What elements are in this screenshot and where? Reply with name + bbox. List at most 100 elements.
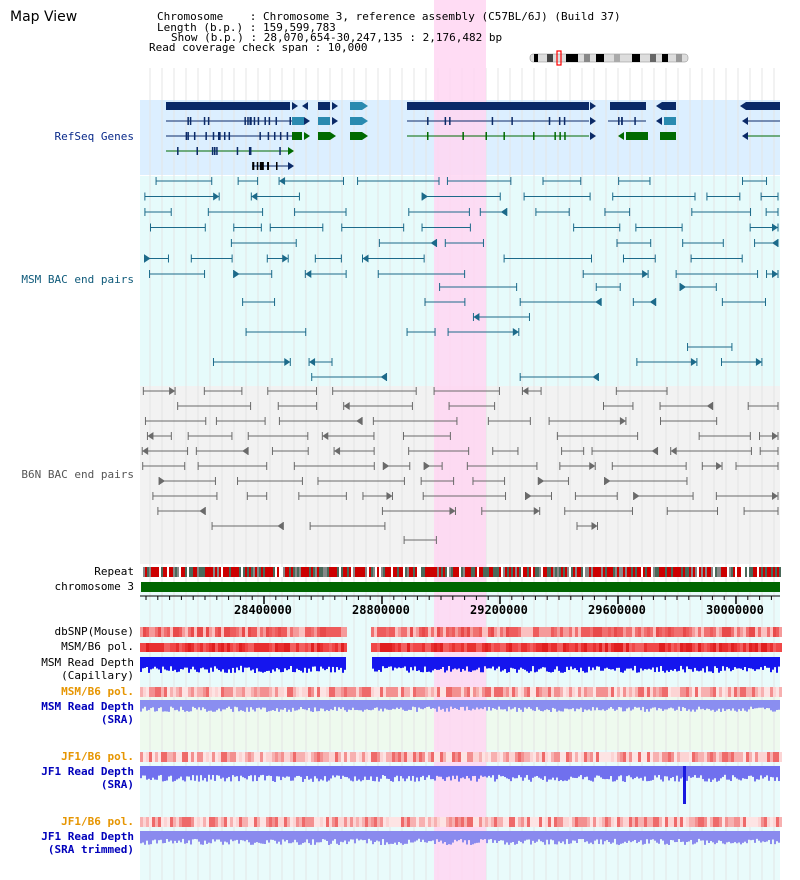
read-depth-bar — [264, 766, 266, 781]
track-label-msm-bac[interactable]: MSM BAC end pairs — [21, 273, 134, 286]
read-depth-bar — [730, 831, 732, 844]
read-depth-bar — [500, 700, 502, 710]
heat-strip-cell — [680, 752, 683, 762]
read-depth-bar — [156, 657, 158, 669]
heat-strip-cell — [722, 687, 725, 697]
read-depth-bar — [512, 766, 514, 778]
read-depth-bar — [736, 657, 738, 669]
read-depth-bar — [212, 766, 214, 775]
repeat-segment — [469, 567, 471, 577]
read-depth-bar — [466, 657, 468, 667]
heat-strip-cell — [704, 752, 707, 762]
read-depth-bar — [598, 831, 600, 844]
heat-strip-cell — [668, 752, 671, 762]
b6n-bac-pair-arrow — [533, 507, 540, 515]
read-depth-bar — [586, 700, 588, 711]
read-depth-bar — [404, 766, 406, 782]
read-depth-bar — [512, 657, 514, 669]
heat-strip-cell — [566, 687, 569, 697]
read-depth-bar — [348, 831, 350, 842]
heat-strip-cell — [722, 752, 725, 762]
gene-exon-tick — [228, 132, 231, 140]
repeat-segment — [165, 567, 167, 577]
track-label-refseq[interactable]: RefSeq Genes — [54, 130, 134, 143]
read-depth-bar — [738, 700, 740, 710]
heat-strip-cell — [422, 817, 425, 827]
heat-strip-cell — [494, 643, 497, 652]
read-depth-bar — [766, 831, 768, 842]
gene-exon-tick — [212, 132, 215, 140]
read-depth-bar — [208, 657, 210, 673]
heat-strip-cell — [248, 643, 251, 652]
heat-strip-cell — [251, 643, 254, 652]
read-depth-bar — [572, 766, 574, 778]
read-depth-bar — [140, 700, 142, 712]
heat-strip-cell — [632, 643, 635, 652]
repeat-segment — [709, 567, 711, 577]
read-depth-bar — [470, 700, 472, 711]
heat-strip-cell — [263, 817, 266, 827]
read-depth-bar — [168, 657, 170, 671]
repeat-segment — [277, 567, 279, 577]
read-depth-bar — [740, 831, 742, 845]
read-depth-bar — [574, 831, 576, 841]
heat-strip-cell — [380, 627, 383, 637]
read-depth-bar — [538, 657, 540, 670]
repeat-segment — [713, 567, 715, 577]
heat-strip-cell — [167, 817, 170, 827]
heat-strip-cell — [362, 817, 365, 827]
read-depth-bar — [542, 831, 544, 843]
read-depth-bar — [384, 700, 386, 709]
read-depth-bar — [738, 657, 740, 669]
heat-strip-cell — [377, 687, 380, 697]
repeat-segment — [413, 567, 415, 577]
track-label-dbsnp: dbSNP(Mouse) — [54, 625, 134, 638]
read-depth-bar — [232, 831, 234, 842]
heat-strip-cell — [206, 643, 209, 652]
heat-strip-cell — [380, 687, 383, 697]
heat-strip-cell — [269, 643, 272, 652]
heat-strip-cell — [176, 817, 179, 827]
track-label-b6n-bac[interactable]: B6N BAC end pairs — [21, 468, 134, 481]
heat-strip-cell — [740, 752, 743, 762]
read-depth-bar — [264, 657, 266, 672]
read-depth-bar — [578, 766, 580, 777]
read-depth-bar — [476, 831, 478, 843]
gene-exon-tick — [444, 117, 447, 125]
repeat-segment — [411, 567, 413, 577]
heat-strip-cell — [308, 687, 311, 697]
heat-strip-cell — [428, 752, 431, 762]
heat-strip-cell — [140, 817, 143, 827]
heat-strip-cell — [263, 752, 266, 762]
heat-strip-cell — [623, 752, 626, 762]
heat-strip-cell — [404, 687, 407, 697]
heat-strip-cell — [320, 643, 323, 652]
read-depth-bar — [496, 766, 498, 780]
read-depth-bar — [456, 766, 458, 776]
heat-strip-cell — [179, 752, 182, 762]
b6n-bac-pair-arrow — [591, 522, 598, 530]
read-depth-bar — [678, 657, 680, 671]
repeat-segment — [489, 567, 491, 577]
heat-strip-cell — [521, 817, 524, 827]
repeat-segment — [321, 567, 323, 577]
repeat-segment — [527, 567, 529, 577]
heat-strip-cell — [398, 627, 401, 637]
read-depth-bar — [360, 831, 362, 840]
heat-strip-cell — [299, 627, 302, 637]
read-depth-bar — [738, 766, 740, 780]
repeat-segment — [621, 567, 623, 577]
b6n-bac-pair-arrow — [772, 492, 778, 500]
read-depth-bar — [280, 657, 282, 673]
heat-strip-cell — [611, 687, 614, 697]
heat-strip-cell — [347, 817, 350, 827]
read-depth-bar — [608, 831, 610, 843]
heat-strip-cell — [236, 627, 239, 637]
heat-strip-cell — [359, 752, 362, 762]
repeat-segment — [323, 567, 325, 577]
heat-strip-cell — [281, 817, 284, 827]
read-depth-bar — [684, 700, 686, 709]
repeat-segment — [499, 567, 501, 577]
